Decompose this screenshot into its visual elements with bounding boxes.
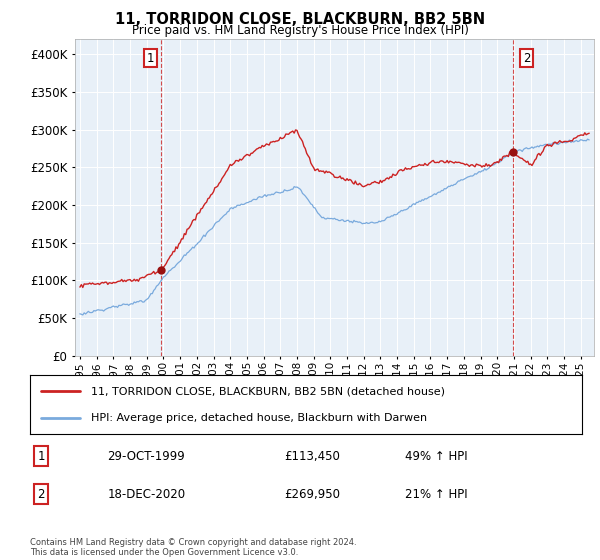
Text: 11, TORRIDON CLOSE, BLACKBURN, BB2 5BN: 11, TORRIDON CLOSE, BLACKBURN, BB2 5BN xyxy=(115,12,485,27)
Text: 21% ↑ HPI: 21% ↑ HPI xyxy=(406,488,468,501)
Text: 11, TORRIDON CLOSE, BLACKBURN, BB2 5BN (detached house): 11, TORRIDON CLOSE, BLACKBURN, BB2 5BN (… xyxy=(91,386,445,396)
Text: 29-OCT-1999: 29-OCT-1999 xyxy=(107,450,185,463)
Text: 1: 1 xyxy=(147,52,154,64)
Text: 49% ↑ HPI: 49% ↑ HPI xyxy=(406,450,468,463)
Text: HPI: Average price, detached house, Blackburn with Darwen: HPI: Average price, detached house, Blac… xyxy=(91,413,427,423)
Text: £269,950: £269,950 xyxy=(284,488,340,501)
Text: Price paid vs. HM Land Registry's House Price Index (HPI): Price paid vs. HM Land Registry's House … xyxy=(131,24,469,37)
Text: 1: 1 xyxy=(37,450,45,463)
Text: £113,450: £113,450 xyxy=(284,450,340,463)
Text: Contains HM Land Registry data © Crown copyright and database right 2024.
This d: Contains HM Land Registry data © Crown c… xyxy=(30,538,356,557)
Text: 2: 2 xyxy=(37,488,45,501)
Text: 2: 2 xyxy=(523,52,530,64)
Text: 18-DEC-2020: 18-DEC-2020 xyxy=(107,488,185,501)
